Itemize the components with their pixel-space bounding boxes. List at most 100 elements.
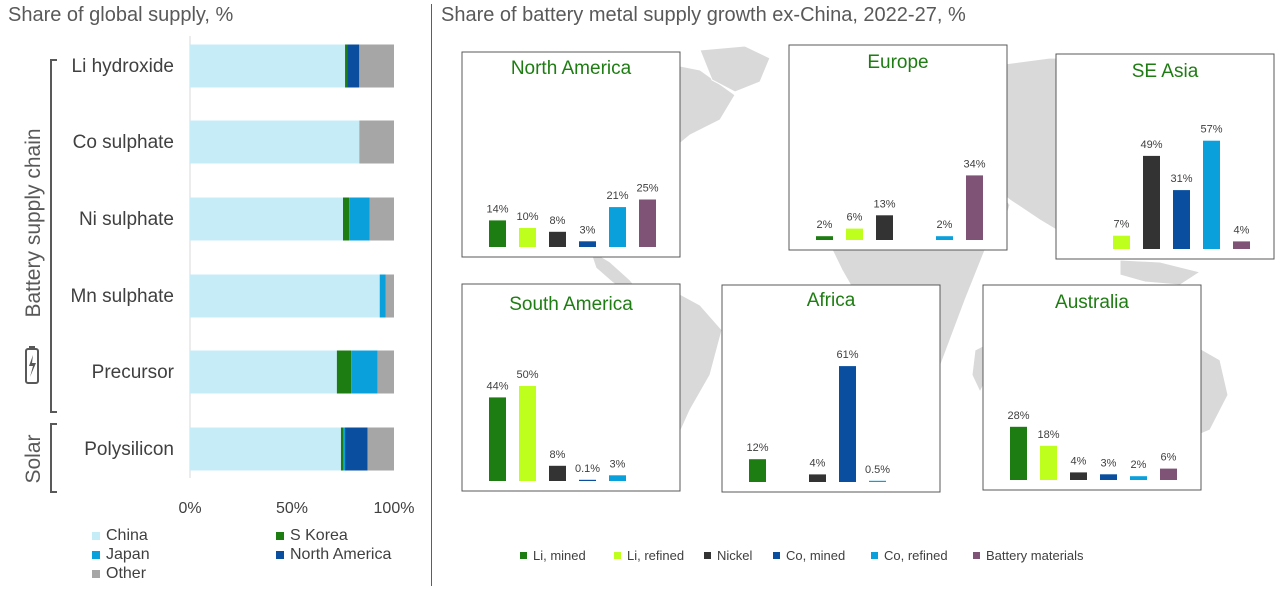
bar-co-refined	[609, 207, 626, 247]
right-chart-title: Share of battery metal supply growth ex-…	[441, 4, 966, 26]
region-panel: 28% 18% 4% 3% 2% 6%	[982, 284, 1202, 491]
bar-nickel	[549, 231, 566, 247]
bar-co-refined	[869, 480, 886, 482]
data-label: 2%	[937, 219, 953, 231]
data-label: 8%	[550, 449, 566, 461]
bar-li-refined	[1040, 445, 1057, 480]
bar-co-mined	[1100, 474, 1117, 480]
legend-label: Co, mined	[786, 548, 846, 563]
bar-segment-china	[190, 44, 346, 88]
bar-segment-china	[190, 427, 341, 471]
legend-label: Other	[106, 565, 147, 582]
bar-co-refined	[1130, 476, 1147, 480]
data-label: 25%	[636, 183, 658, 195]
bar-segment-other	[359, 44, 394, 88]
region-title: Africa	[806, 290, 856, 311]
legend-swatch	[276, 551, 284, 559]
legend-swatch	[520, 552, 527, 559]
bar-co-refined	[1203, 140, 1220, 249]
battery-charging-icon	[25, 346, 39, 384]
legend-item: China	[92, 527, 148, 545]
x-tick-label: 50%	[276, 500, 308, 517]
bar-li-mined	[816, 236, 833, 240]
bar-li-mined	[1010, 426, 1027, 480]
legend-item: Japan	[92, 546, 150, 564]
bar-segment-s-korea	[343, 197, 350, 241]
data-label: 13%	[873, 198, 895, 210]
data-label: 0.1%	[575, 463, 600, 475]
legend-label: China	[106, 527, 148, 544]
bar-segment-japan	[343, 427, 346, 471]
bar-nickel	[549, 465, 566, 481]
legend-item: Battery materials	[973, 548, 1084, 563]
legend-label: Nickel	[717, 548, 753, 563]
category-label: Mn sulphate	[70, 286, 174, 307]
data-label: 44%	[486, 380, 508, 392]
legend-item: Nickel	[704, 548, 752, 563]
data-label: 2%	[1131, 459, 1147, 471]
bar-segment-china	[190, 350, 337, 394]
data-label: 4%	[1071, 455, 1087, 467]
bar-battery-materials	[639, 199, 656, 247]
bar-li-refined	[846, 228, 863, 240]
data-label: 28%	[1007, 410, 1029, 422]
data-label: 34%	[963, 158, 985, 170]
data-label: 12%	[746, 442, 768, 454]
bar-battery-materials	[966, 175, 983, 240]
region-panel: 44% 50% 8% 0.1% 3%	[461, 283, 681, 492]
data-label: 4%	[810, 457, 826, 469]
legend-swatch	[704, 552, 711, 559]
category-label: Precursor	[92, 362, 175, 383]
left-stacked-bar-chart: Li hydroxide Co sulphate Ni sulphate Mn sul…	[22, 36, 415, 517]
legend-item: Other	[92, 565, 146, 583]
legend-item: North America	[276, 546, 391, 564]
legend-item: Li, refined	[614, 548, 684, 563]
bar-segment-other	[385, 274, 394, 318]
legend-item: Li, mined	[520, 548, 586, 563]
legend-swatch	[92, 532, 100, 540]
legend-label: Battery materials	[986, 548, 1084, 563]
region-title: South America	[509, 294, 633, 315]
data-label: 6%	[847, 212, 863, 224]
region-panel: 2% 6% 13% 2% 34%	[788, 44, 1008, 251]
legend-label: Co, refined	[884, 548, 948, 563]
bar-li-mined	[749, 459, 766, 482]
data-label: 57%	[1200, 124, 1222, 136]
legend-label: North America	[290, 546, 392, 563]
bar-nickel	[1070, 472, 1087, 480]
legend-label: S Korea	[290, 527, 348, 544]
bar-segment-s-korea	[336, 350, 352, 394]
data-label: 3%	[580, 224, 596, 236]
region-panel: 12% 4% 61% 0.5%	[721, 284, 941, 493]
bar-co-mined	[579, 241, 596, 247]
bar-segment-china	[190, 197, 343, 241]
data-label: 0.5%	[865, 464, 890, 476]
data-label: 4%	[1234, 224, 1250, 236]
x-tick-label: 100%	[374, 500, 415, 517]
legend-swatch	[773, 552, 780, 559]
data-label: 6%	[1161, 452, 1177, 464]
legend-label: Li, refined	[627, 548, 685, 563]
data-label: 31%	[1170, 173, 1192, 185]
region-panel: 7% 49% 31% 57% 4%	[1055, 53, 1275, 260]
bar-li-mined	[489, 220, 506, 247]
region-panel: 14% 10% 8% 3% 21% 25%	[461, 51, 681, 258]
bar-segment-china	[190, 120, 360, 164]
legend-swatch	[92, 551, 100, 559]
bar-li-mined	[489, 397, 506, 481]
legend-swatch	[92, 570, 100, 578]
bar-co-refined	[936, 236, 953, 240]
bar-segment-s-korea	[340, 427, 343, 471]
bar-li-refined	[519, 228, 536, 247]
bar-li-refined	[1113, 235, 1130, 249]
left-chart-title: Share of global supply, %	[8, 4, 234, 26]
bar-nickel	[809, 474, 826, 482]
legend-label: Japan	[106, 546, 150, 563]
legend-swatch	[973, 552, 980, 559]
data-label: 7%	[1114, 219, 1130, 231]
group-label-battery: Battery supply chain	[22, 128, 45, 317]
bar-nickel	[876, 215, 893, 240]
group-bracket	[50, 423, 57, 493]
bar-segment-north-america	[345, 427, 368, 471]
